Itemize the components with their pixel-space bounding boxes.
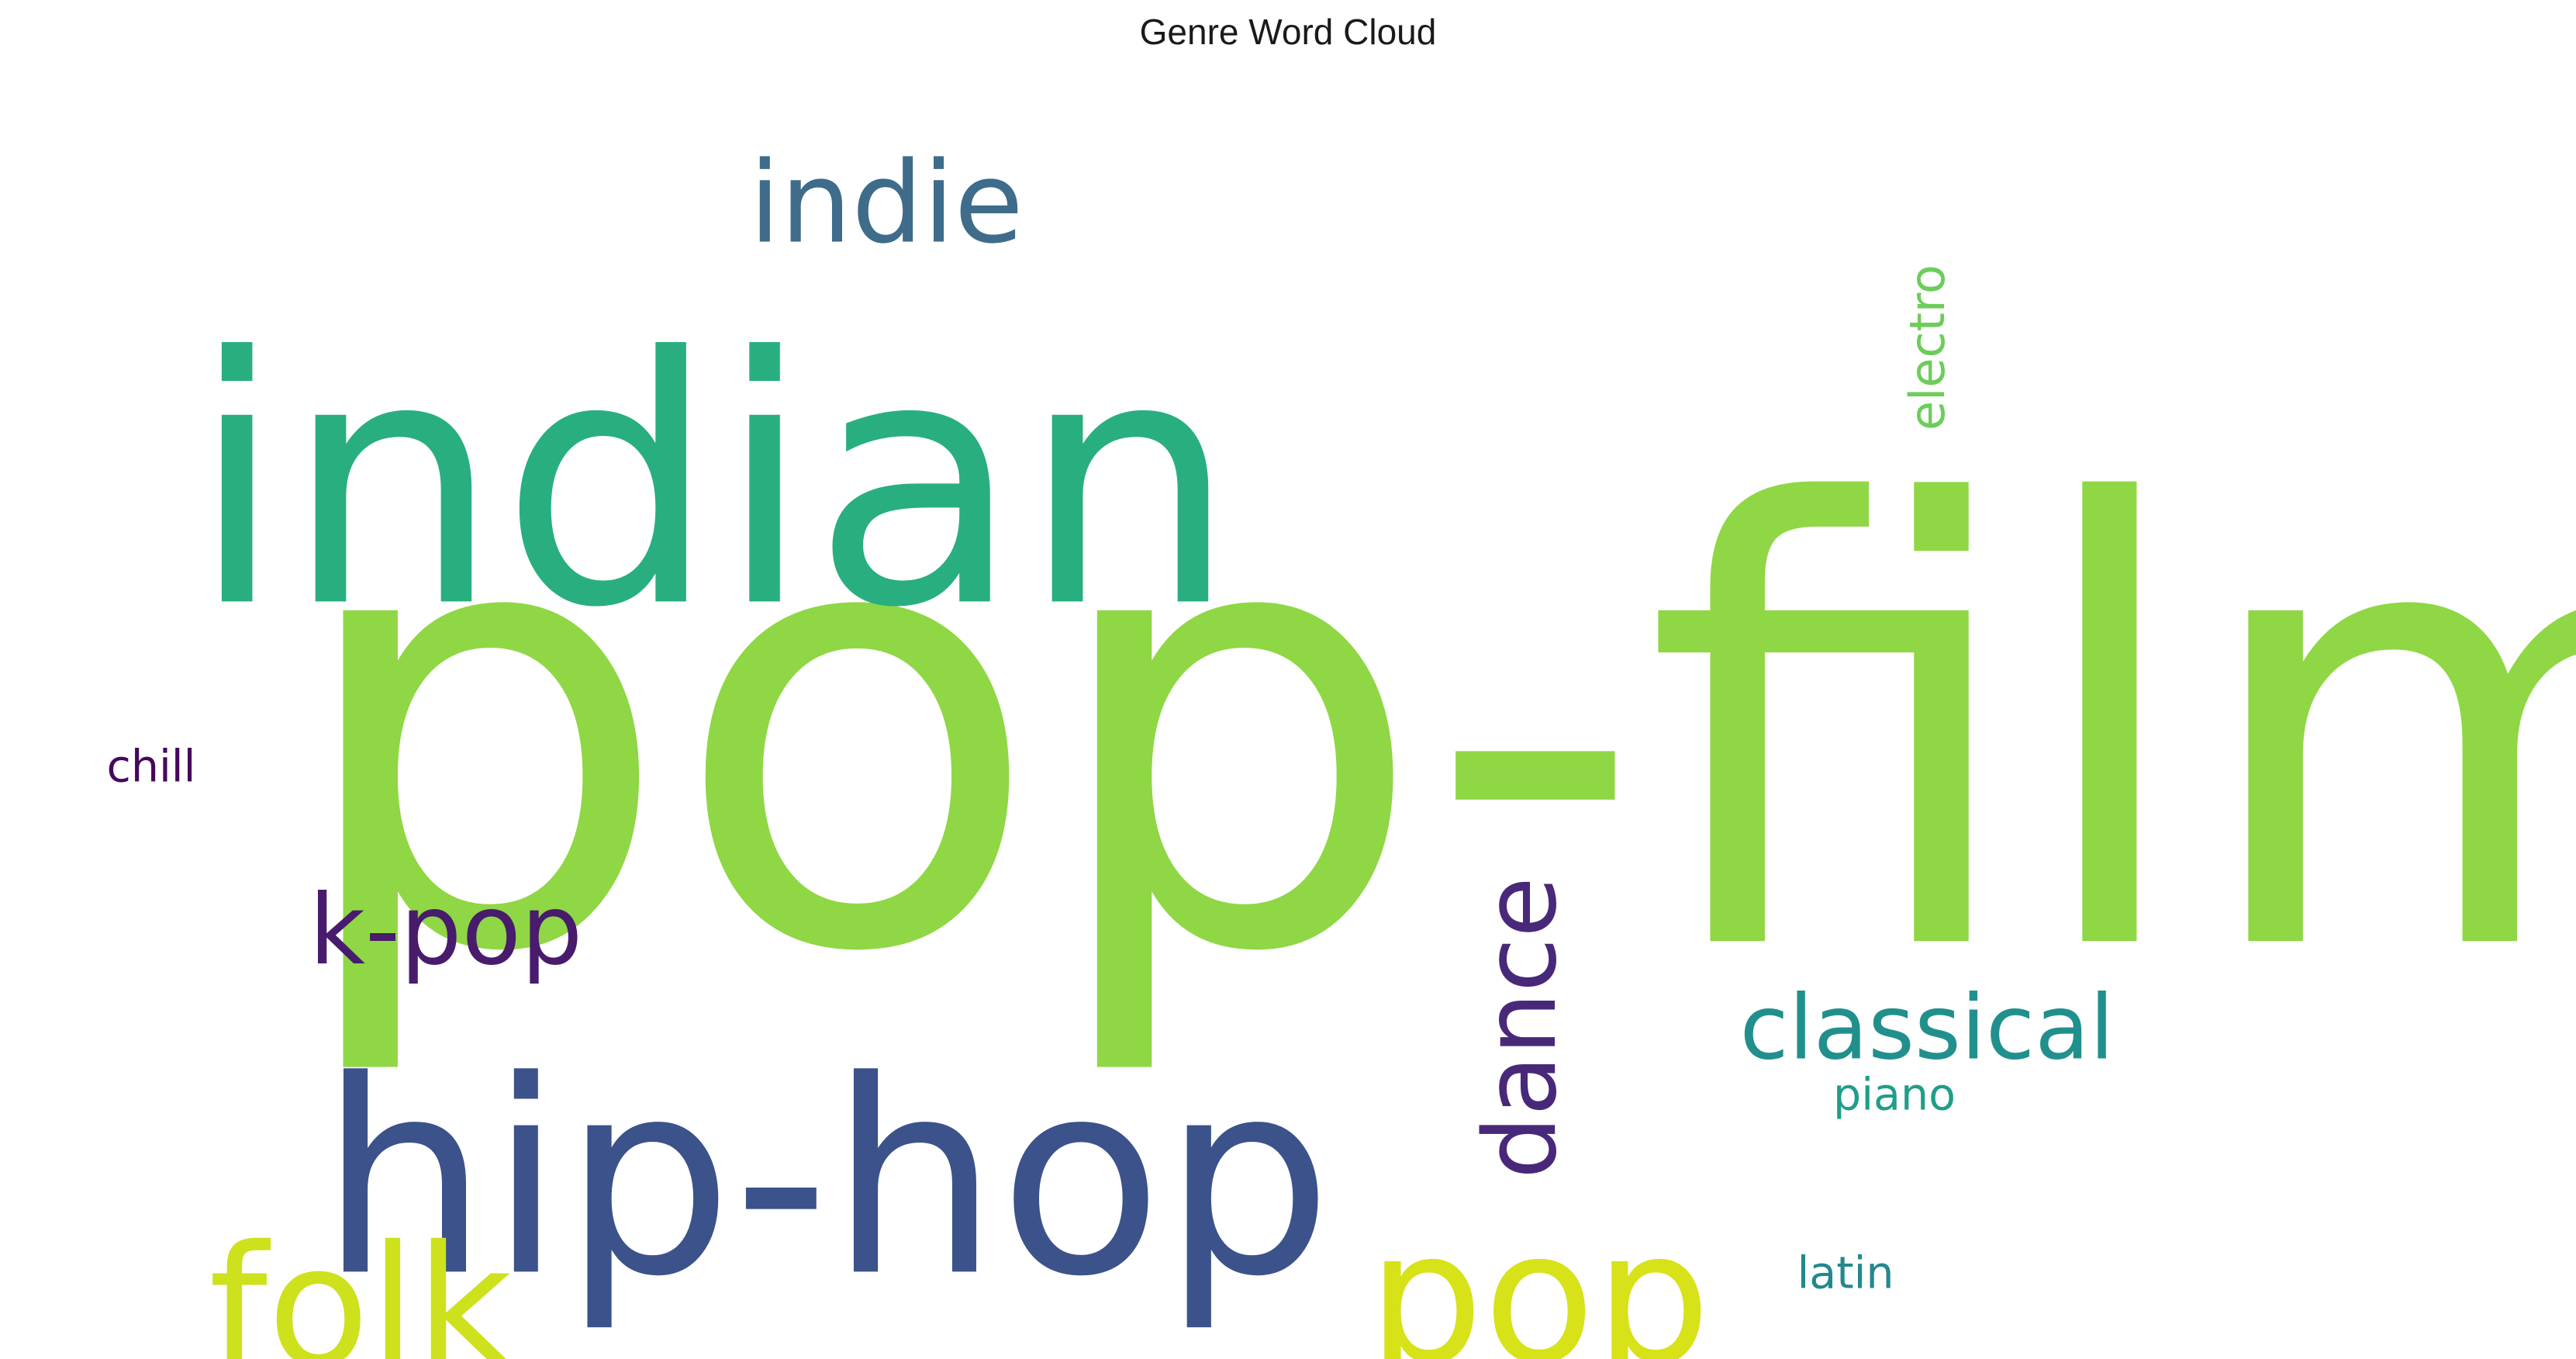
word-electro: electro (1899, 265, 1956, 431)
word-indie: indie (749, 138, 1024, 269)
word-dance: dance (1463, 877, 1579, 1179)
word-hip-hop: hip-hop (319, 1024, 1333, 1335)
word-latin: latin (1797, 1248, 1894, 1299)
word-piano: piano (1833, 1070, 1956, 1121)
word-indian: indian (189, 285, 1237, 682)
chart-title: Genre Word Cloud (1139, 12, 1437, 52)
word-folk: folk (209, 1209, 512, 1359)
word-k-pop: k-pop (309, 874, 583, 987)
word-chill: chill (107, 742, 196, 793)
word-pop-film: pop-film (288, 379, 2576, 1084)
word-pop: pop (1368, 1192, 1711, 1359)
word-classical: classical (1739, 977, 2114, 1081)
